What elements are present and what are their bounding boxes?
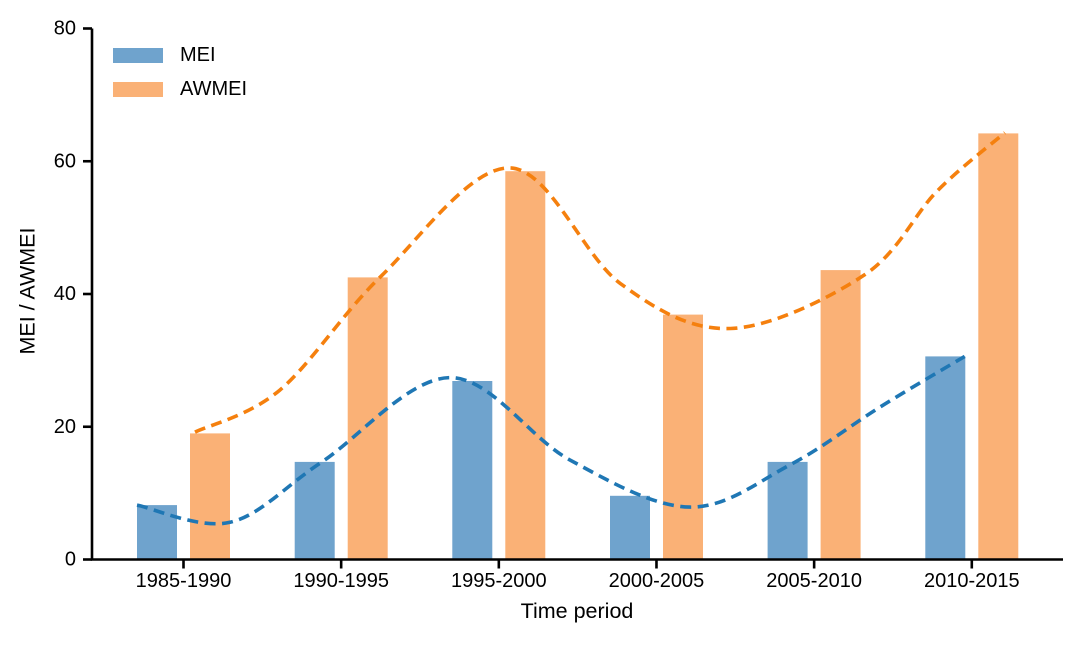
legend-item-awmei: AWMEI: [113, 78, 247, 101]
y-tick-label-40: 40: [54, 283, 76, 305]
x-tick-label-1: 1990-1995: [293, 570, 389, 592]
x-tick-label-2: 1995-2000: [451, 570, 547, 592]
y-tick-label-20: 20: [54, 416, 76, 438]
y-tick-label-80: 80: [54, 18, 76, 40]
bar-mei-0: [137, 505, 177, 560]
bar-awmei-3: [663, 314, 703, 560]
legend: MEI AWMEI: [113, 44, 247, 112]
legend-label-awmei: AWMEI: [180, 78, 248, 100]
bar-awmei-1: [347, 277, 388, 560]
x-axis-label: Time period: [520, 599, 634, 623]
bar-mei-5: [925, 356, 966, 560]
trend-line-mei: [136, 354, 966, 526]
trend-line-awmei: [194, 131, 1007, 434]
legend-swatch-mei-icon: [113, 48, 163, 63]
legend-swatch-awmei-icon: [113, 82, 163, 97]
legend-item-mei: MEI: [113, 44, 247, 67]
x-tick-label-4: 2005-2010: [766, 570, 862, 592]
y-tick-label-60: 60: [54, 150, 76, 172]
bar-awmei-0: [190, 433, 230, 560]
x-tick-label-3: 2000-2005: [609, 570, 705, 592]
bar-awmei-5: [978, 133, 1019, 560]
bar-mei-2: [452, 381, 493, 560]
bar-awmei-4: [820, 270, 861, 560]
x-tick-label-0: 1985-1990: [136, 570, 232, 592]
bar-mei-3: [610, 495, 650, 560]
bar-mei-4: [767, 461, 808, 560]
bar-awmei-2: [505, 171, 546, 560]
legend-label-mei: MEI: [180, 44, 216, 66]
x-tick-label-5: 2010-2015: [924, 570, 1020, 592]
y-axis-label: MEI / AWMEI: [15, 227, 40, 355]
y-tick-label-0: 0: [65, 549, 76, 571]
